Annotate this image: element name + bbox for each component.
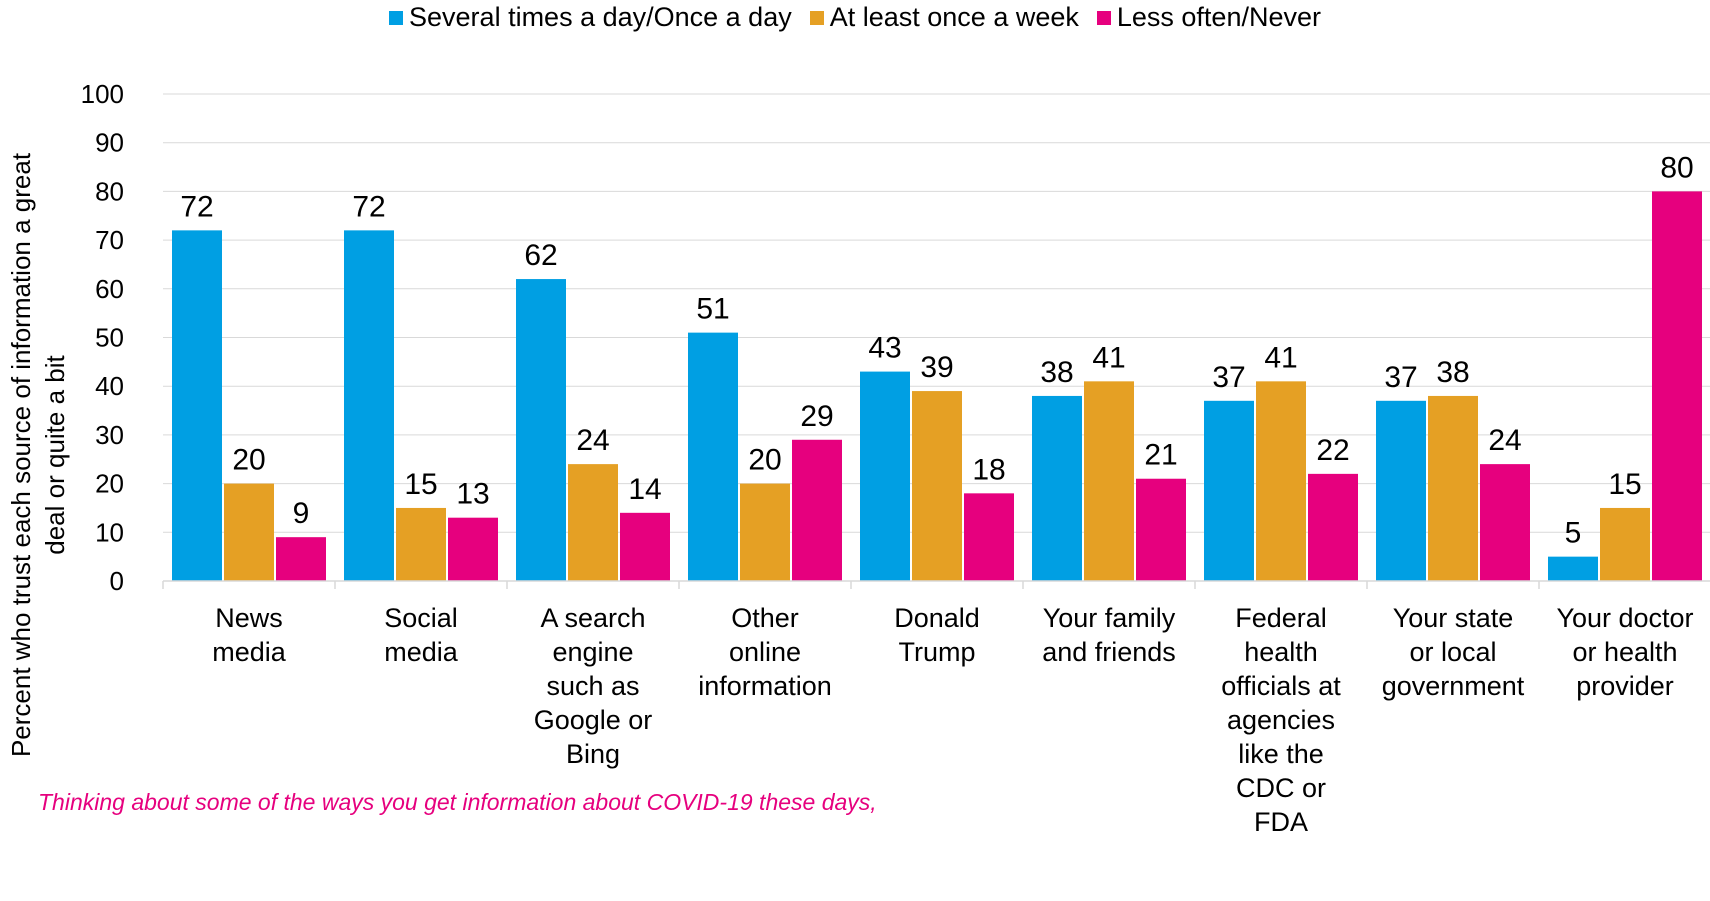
data-label: 9 <box>293 497 310 530</box>
y-tick-label: 40 <box>95 371 124 401</box>
bar <box>396 507 446 581</box>
data-label: 20 <box>232 444 265 477</box>
y-axis-label: Percent who trust each source of informa… <box>6 152 70 757</box>
bar <box>568 464 618 581</box>
y-tick-label: 70 <box>95 225 124 255</box>
bar <box>516 279 566 581</box>
legend-swatch-orange <box>809 10 824 25</box>
legend-item-several-times-a-day: Several times a day/Once a day <box>389 2 792 33</box>
category-label: Federal health officials at agencies like th… <box>1221 603 1341 837</box>
y-tick-label: 0 <box>110 566 124 596</box>
category-labels: News media Social media A search engine such a… <box>162 581 1694 837</box>
value-labels: 72 72 62 51 43 38 37 37 5 20 15 24 20 39 41 41 38 15 9 13 14… <box>180 151 1693 549</box>
bar <box>1204 400 1254 581</box>
y-tick-label: 50 <box>95 323 124 353</box>
bar <box>1376 400 1426 581</box>
legend-label: Several times a day/Once a day <box>409 2 792 32</box>
bar <box>1256 381 1306 581</box>
bar <box>620 512 670 581</box>
data-label: 80 <box>1660 151 1693 184</box>
y-tick-labels: 0 10 20 30 40 50 60 70 80 90 100 <box>81 79 124 596</box>
bar <box>1480 464 1530 581</box>
bar <box>1548 556 1598 581</box>
data-label: 41 <box>1092 341 1125 374</box>
bar <box>964 493 1014 581</box>
data-label: 51 <box>696 293 729 326</box>
bars <box>172 191 1702 582</box>
category-label: Donald Trump <box>894 603 980 667</box>
category-label: Your doctor or health provider <box>1556 603 1693 701</box>
data-label: 72 <box>180 190 213 223</box>
data-label: 24 <box>1488 424 1521 457</box>
y-tick-label: 20 <box>95 469 124 499</box>
data-label: 72 <box>352 190 385 223</box>
data-label: 15 <box>404 468 437 501</box>
data-label: 14 <box>628 473 661 506</box>
data-label: 13 <box>456 478 489 511</box>
data-label: 5 <box>1565 517 1582 550</box>
data-label: 29 <box>800 400 833 433</box>
legend-swatch-blue <box>389 10 404 25</box>
data-label: 37 <box>1212 361 1245 394</box>
y-tick-label: 60 <box>95 274 124 304</box>
data-label: 38 <box>1436 356 1469 389</box>
category-label: Your state or local government <box>1382 603 1525 701</box>
bar <box>276 537 326 581</box>
data-label: 20 <box>748 444 781 477</box>
data-label: 22 <box>1316 434 1349 467</box>
data-label: 41 <box>1264 341 1297 374</box>
bar <box>740 483 790 581</box>
bar <box>172 230 222 582</box>
bar <box>792 439 842 581</box>
bar <box>1428 395 1478 581</box>
category-label: News media <box>212 603 287 667</box>
y-tick-label: 80 <box>95 176 124 206</box>
footnote: Thinking about some of the ways you get … <box>38 789 877 815</box>
category-label: Your family and friends <box>1042 603 1176 667</box>
category-label: Other online information <box>698 603 832 701</box>
bar <box>1652 191 1702 581</box>
category-label: A search engine such as Google or Bing <box>534 603 653 769</box>
data-label: 43 <box>868 332 901 365</box>
bar <box>1136 478 1186 581</box>
bar <box>224 483 274 581</box>
legend-label: At least once a week <box>829 2 1079 32</box>
category-label: Social media <box>384 603 459 667</box>
bar <box>344 230 394 582</box>
data-label: 18 <box>972 453 1005 486</box>
y-tick-label: 30 <box>95 420 124 450</box>
bar <box>1308 473 1358 581</box>
data-label: 38 <box>1040 356 1073 389</box>
y-tick-label: 10 <box>95 517 124 547</box>
bar <box>448 517 498 581</box>
bar <box>860 371 910 581</box>
bar <box>1084 381 1134 581</box>
legend-item-less-often-never: Less often/Never <box>1096 2 1321 33</box>
data-label: 21 <box>1144 439 1177 472</box>
legend-item-at-least-once-a-week: At least once a week <box>809 2 1079 33</box>
data-label: 62 <box>524 239 557 272</box>
y-tick-label: 90 <box>95 128 124 158</box>
data-label: 24 <box>576 424 609 457</box>
bar <box>1600 507 1650 581</box>
data-label: 37 <box>1384 361 1417 394</box>
data-label: 39 <box>920 351 953 384</box>
legend-label: Less often/Never <box>1116 2 1321 32</box>
bar <box>912 391 962 581</box>
bar <box>688 332 738 581</box>
chart-legend: Several times a day/Once a day At least … <box>0 2 1710 33</box>
legend-swatch-magenta <box>1096 10 1111 25</box>
data-label: 15 <box>1608 468 1641 501</box>
bar <box>1032 395 1082 581</box>
y-tick-label: 100 <box>81 79 124 109</box>
